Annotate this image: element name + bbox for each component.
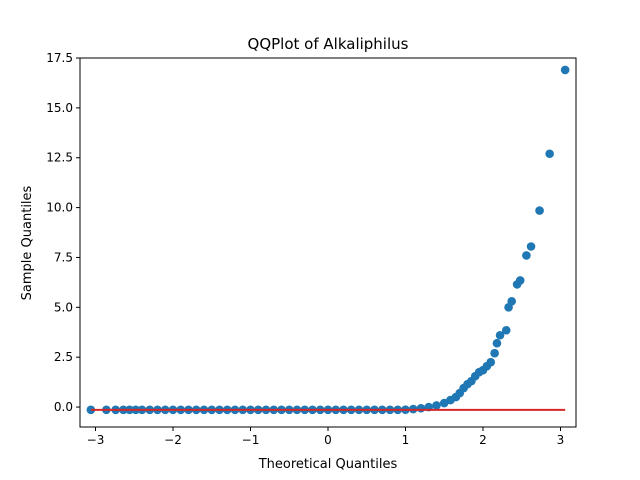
data-point-64 bbox=[515, 276, 525, 285]
data-point-62 bbox=[507, 297, 516, 306]
x-tick-label: 3 bbox=[557, 433, 565, 447]
plot-area bbox=[86, 65, 570, 415]
data-point-69 bbox=[560, 65, 570, 75]
x-tick-label: 1 bbox=[402, 433, 410, 447]
data-point-66 bbox=[526, 242, 536, 251]
data-point-57 bbox=[490, 348, 499, 358]
y-tick-label: 10.0 bbox=[46, 201, 73, 215]
y-tick-label: 5.0 bbox=[54, 300, 73, 314]
x-tick-label: 2 bbox=[479, 433, 487, 447]
data-point-60 bbox=[501, 325, 511, 335]
x-tick-label: −1 bbox=[242, 433, 260, 447]
data-point-59 bbox=[495, 330, 505, 340]
x-axis-title: Theoretical Quantiles bbox=[258, 457, 398, 472]
axes: −3 −2 −1 0 1 2 3 0.0 2.5 5.0 7.5 10.0 12.5 15.0 17.5 bbox=[46, 51, 577, 447]
x-tick-label: 0 bbox=[324, 433, 332, 447]
data-point-58 bbox=[492, 338, 502, 348]
y-tick-label: 15.0 bbox=[46, 101, 73, 115]
chart-title: QQPlot of Alkaliphilus bbox=[248, 35, 409, 53]
y-tick-label: 17.5 bbox=[46, 51, 73, 65]
x-tick-label: −3 bbox=[87, 433, 105, 447]
data-point-68 bbox=[545, 149, 554, 159]
x-tick-label: −2 bbox=[164, 433, 182, 447]
y-tick-label: 12.5 bbox=[46, 151, 73, 165]
data-point-56 bbox=[486, 357, 496, 367]
data-point-42 bbox=[416, 403, 426, 413]
y-tick-label: 7.5 bbox=[54, 250, 73, 264]
y-tick-label: 0.0 bbox=[54, 400, 73, 414]
data-point-65 bbox=[522, 251, 531, 260]
data-point-44 bbox=[432, 401, 441, 410]
y-axis-title: Sample Quantiles bbox=[20, 185, 35, 300]
data-point-0 bbox=[86, 405, 96, 415]
y-tick-label: 2.5 bbox=[54, 350, 73, 364]
data-point-67 bbox=[535, 206, 544, 215]
